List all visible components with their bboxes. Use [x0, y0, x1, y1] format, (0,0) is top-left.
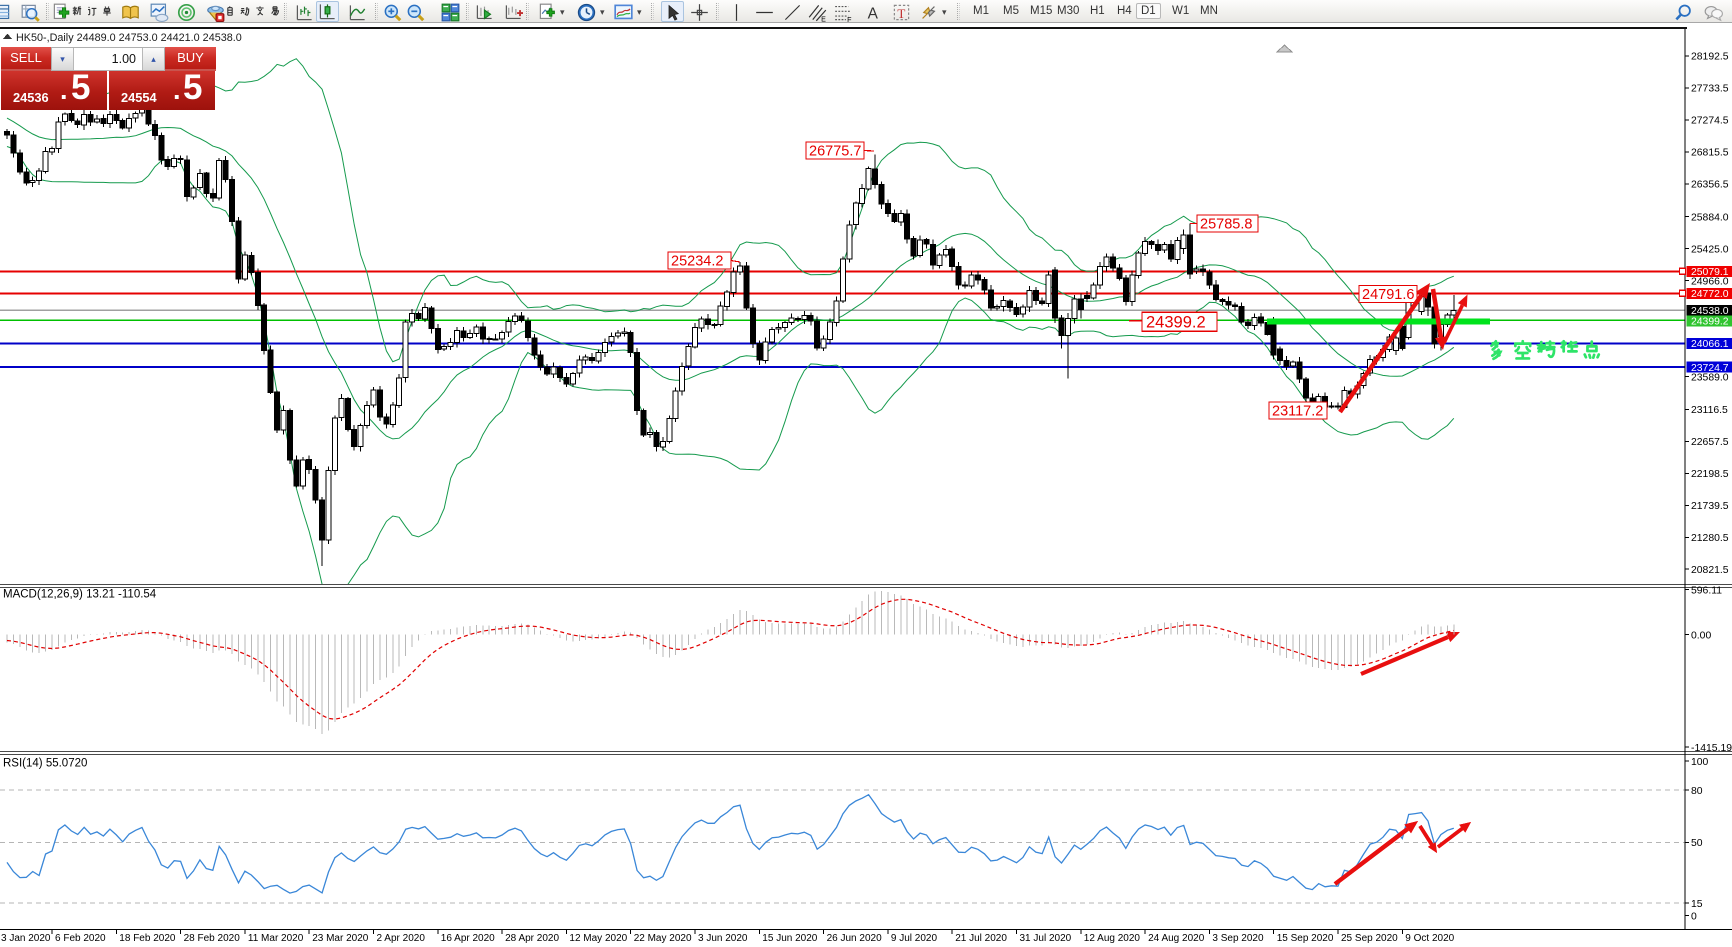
- svg-text:27274.5: 27274.5: [1691, 116, 1729, 127]
- svg-text:26356.5: 26356.5: [1691, 180, 1729, 191]
- svg-text:15 Jun 2020: 15 Jun 2020: [762, 933, 817, 944]
- svg-text:31 Jul 2020: 31 Jul 2020: [1020, 933, 1072, 944]
- svg-text:15: 15: [1691, 899, 1703, 910]
- svg-text:A: A: [868, 5, 879, 22]
- svg-text:24538.0: 24538.0: [1691, 306, 1729, 317]
- svg-text:100: 100: [1691, 757, 1709, 768]
- svg-text:18 Feb 2020: 18 Feb 2020: [119, 933, 176, 944]
- svg-text:9 Oct 2020: 9 Oct 2020: [1405, 933, 1454, 944]
- svg-text:RSI(14) 55.0720: RSI(14) 55.0720: [3, 758, 87, 770]
- svg-text:22 May 2020: 22 May 2020: [634, 933, 692, 944]
- svg-text:596.11: 596.11: [1691, 585, 1722, 596]
- svg-text:25234.2: 25234.2: [671, 254, 723, 270]
- svg-text:15 Sep 2020: 15 Sep 2020: [1277, 933, 1334, 944]
- svg-text:23116.5: 23116.5: [1691, 405, 1728, 416]
- svg-text:25 Sep 2020: 25 Sep 2020: [1341, 933, 1398, 944]
- svg-text:-1415.19: -1415.19: [1691, 743, 1732, 754]
- svg-text:23 Mar 2020: 23 Mar 2020: [312, 933, 369, 944]
- svg-text:12 May 2020: 12 May 2020: [569, 933, 627, 944]
- svg-text:22657.5: 22657.5: [1691, 437, 1729, 448]
- svg-text:24066.1: 24066.1: [1691, 339, 1729, 350]
- svg-text:21 Jul 2020: 21 Jul 2020: [955, 933, 1007, 944]
- svg-text:24 Aug 2020: 24 Aug 2020: [1148, 933, 1205, 944]
- svg-text:0: 0: [1691, 911, 1697, 922]
- svg-text:3 Jan 2020: 3 Jan 2020: [1, 933, 51, 944]
- svg-text:24791.6: 24791.6: [1362, 287, 1414, 303]
- svg-text:21280.5: 21280.5: [1691, 533, 1729, 544]
- svg-text:21739.5: 21739.5: [1691, 501, 1729, 512]
- svg-text:26815.5: 26815.5: [1691, 148, 1729, 159]
- svg-text:25425.0: 25425.0: [1691, 244, 1729, 255]
- svg-text:11 Mar 2020: 11 Mar 2020: [248, 933, 304, 944]
- svg-text:24399.2: 24399.2: [1691, 317, 1729, 328]
- svg-text:23589.0: 23589.0: [1691, 372, 1729, 383]
- svg-text:28192.5: 28192.5: [1691, 52, 1729, 63]
- svg-text:E: E: [821, 15, 826, 22]
- svg-text:3 Sep 2020: 3 Sep 2020: [1212, 933, 1264, 944]
- svg-text:16 Apr 2020: 16 Apr 2020: [441, 933, 495, 944]
- svg-text:F: F: [847, 16, 852, 22]
- svg-text:9 Jul 2020: 9 Jul 2020: [891, 933, 938, 944]
- svg-text:28 Apr 2020: 28 Apr 2020: [505, 933, 559, 944]
- svg-text:T: T: [897, 6, 905, 21]
- svg-text:23724.7: 23724.7: [1691, 363, 1729, 374]
- svg-text:0.00: 0.00: [1691, 630, 1711, 641]
- svg-text:27733.5: 27733.5: [1691, 84, 1729, 95]
- svg-text:HK50-,Daily 24489.0 24753.0 2: HK50-,Daily 24489.0 24753.0 24421.0 2453…: [16, 32, 242, 44]
- svg-text:22198.5: 22198.5: [1691, 469, 1729, 480]
- svg-text:25079.1: 25079.1: [1691, 267, 1729, 278]
- svg-text:MACD(12,26,9) 13.21 -110.54: MACD(12,26,9) 13.21 -110.54: [3, 589, 157, 601]
- svg-text:20821.5: 20821.5: [1691, 565, 1729, 576]
- svg-text:2 Apr 2020: 2 Apr 2020: [377, 933, 426, 944]
- svg-text:50: 50: [1691, 838, 1703, 849]
- svg-text:80: 80: [1691, 786, 1703, 797]
- svg-text:26775.7: 26775.7: [809, 144, 861, 160]
- svg-text:12 Aug 2020: 12 Aug 2020: [1084, 933, 1141, 944]
- svg-text:3 Jun 2020: 3 Jun 2020: [698, 933, 748, 944]
- svg-text:25884.0: 25884.0: [1691, 212, 1729, 223]
- svg-text:28 Feb 2020: 28 Feb 2020: [184, 933, 241, 944]
- svg-text:24772.0: 24772.0: [1691, 289, 1729, 300]
- svg-text:26 Jun 2020: 26 Jun 2020: [827, 933, 882, 944]
- svg-text:25785.8: 25785.8: [1200, 217, 1252, 233]
- svg-text:23117.2: 23117.2: [1272, 404, 1323, 420]
- svg-text:6 Feb 2020: 6 Feb 2020: [55, 933, 106, 944]
- svg-text:24399.2: 24399.2: [1146, 314, 1206, 332]
- svg-text:24966.0: 24966.0: [1691, 276, 1729, 287]
